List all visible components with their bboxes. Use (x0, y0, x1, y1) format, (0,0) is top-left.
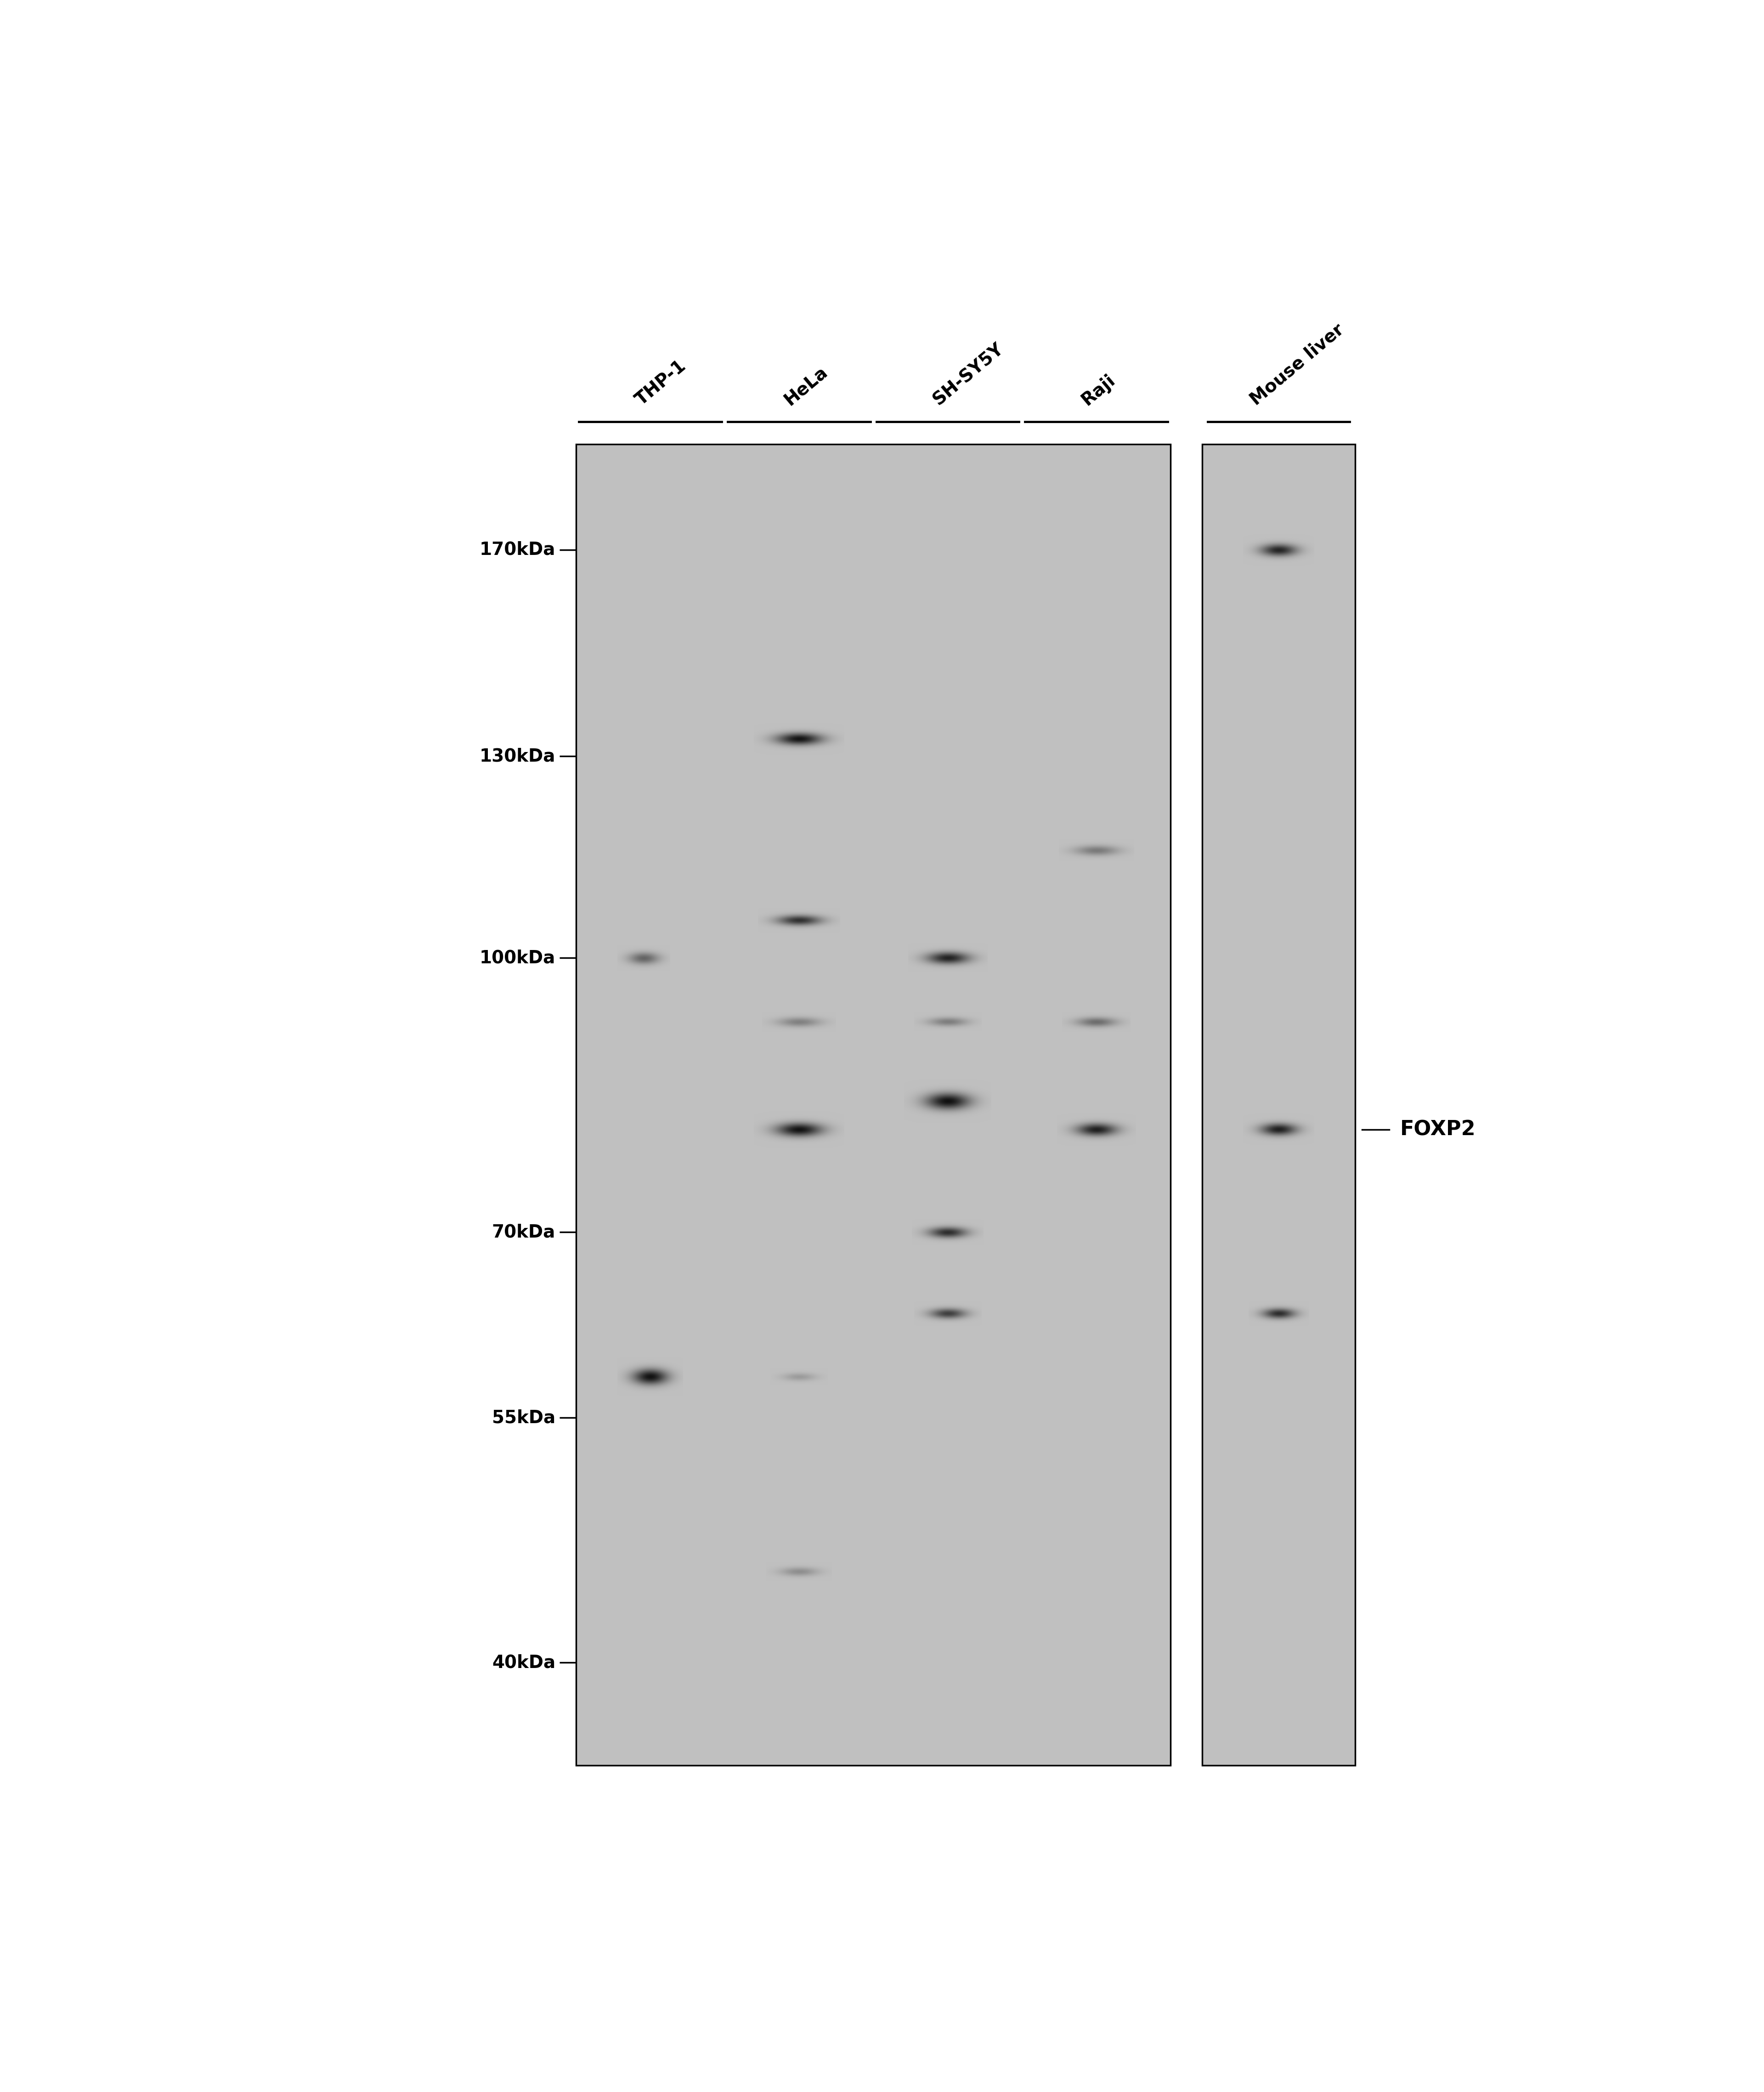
Text: 55kDa: 55kDa (492, 1408, 556, 1427)
Text: FOXP2: FOXP2 (1401, 1119, 1476, 1140)
Text: 130kDa: 130kDa (480, 747, 556, 766)
Text: 100kDa: 100kDa (480, 950, 556, 967)
Text: Raji: Raji (1078, 370, 1118, 408)
Text: THP-1: THP-1 (632, 358, 690, 408)
Text: 70kDa: 70kDa (492, 1224, 556, 1241)
Text: Mouse liver: Mouse liver (1247, 320, 1348, 408)
Bar (1201, 444, 1355, 1766)
Text: 40kDa: 40kDa (492, 1655, 556, 1672)
Text: HeLa: HeLa (781, 364, 831, 408)
Text: 170kDa: 170kDa (480, 542, 556, 559)
Bar (575, 444, 1171, 1766)
Text: SH-SY5Y: SH-SY5Y (930, 341, 1007, 408)
